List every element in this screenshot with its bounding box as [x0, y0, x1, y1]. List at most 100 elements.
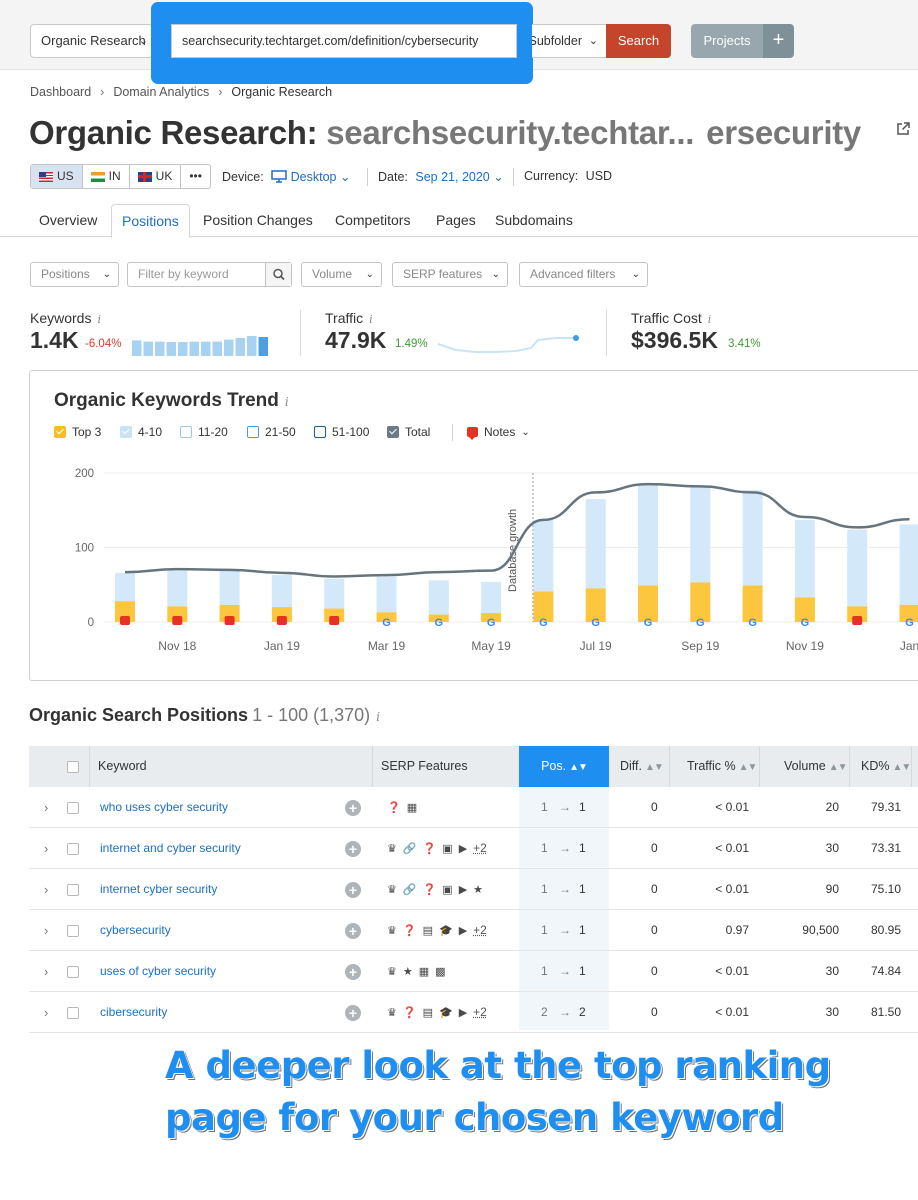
legend-11-20[interactable]: 11-20 [180, 425, 228, 439]
keyword-link[interactable]: internet and cyber security [100, 841, 241, 855]
more-countries-button[interactable]: ••• [181, 165, 210, 188]
note-marker[interactable] [224, 616, 235, 625]
serp-feature-icon[interactable]: ♛ [387, 925, 397, 937]
serp-feature-icon[interactable]: ♛ [387, 1007, 397, 1019]
add-keyword-button[interactable]: + [345, 828, 361, 869]
country-us[interactable]: US [31, 165, 83, 188]
row-checkbox[interactable] [67, 951, 79, 992]
serp-feature-icon[interactable]: ▶ [458, 1007, 468, 1019]
keyword-filter-input[interactable]: Filter by keyword [127, 262, 292, 287]
serp-feature-icon[interactable]: ♛ [387, 884, 397, 896]
expand-row-icon[interactable]: › [44, 800, 49, 815]
legend-total[interactable]: Total [387, 425, 430, 439]
legend-4-10[interactable]: 4-10 [120, 425, 162, 439]
info-icon[interactable]: i [369, 313, 373, 326]
row-checkbox[interactable] [67, 869, 79, 910]
device-filter[interactable]: Device: Desktop ⌄ [222, 169, 350, 184]
serp-feature-icon[interactable]: ▦ [418, 966, 430, 978]
tab-competitors[interactable]: Competitors [335, 212, 411, 228]
serp-feature-icon[interactable]: ♛ [387, 843, 397, 855]
note-marker[interactable] [276, 616, 287, 625]
serp-feature-icon[interactable]: ▦ [406, 802, 418, 814]
serp-feature-icon[interactable]: ▶ [458, 843, 468, 855]
serp-feature-icon[interactable]: ★ [473, 884, 484, 896]
row-checkbox[interactable] [67, 787, 79, 828]
legend-top3[interactable]: Top 3 [54, 425, 101, 439]
advanced-filters[interactable]: Advanced filters ⌄ [519, 262, 648, 287]
info-icon[interactable]: i [376, 710, 380, 724]
search-button[interactable]: Search [606, 24, 671, 58]
serp-feature-icon[interactable]: ▤ [422, 1007, 433, 1019]
legend-51-100[interactable]: 51-100 [314, 425, 369, 439]
serp-feature-icon[interactable]: ❓ [387, 802, 401, 814]
info-icon[interactable]: i [707, 313, 712, 326]
notes-dropdown[interactable]: Notes ⌄ [467, 425, 530, 440]
serp-feature-icon[interactable]: 🔗 [402, 843, 417, 855]
expand-row-icon[interactable]: › [44, 923, 49, 938]
domain-url-input[interactable]: searchsecurity.techtarget.com/definition… [171, 24, 517, 58]
volume-filter[interactable]: Volume ⌄ [301, 262, 382, 287]
google-update-marker[interactable]: G [801, 617, 810, 629]
header-serp-features[interactable]: SERP Features [381, 759, 468, 773]
header-volume[interactable]: Volume ▲▼ [784, 746, 847, 787]
external-link-icon[interactable] [896, 122, 910, 136]
header-keyword[interactable]: Keyword [98, 759, 147, 773]
tab-overview[interactable]: Overview [39, 212, 98, 228]
row-checkbox[interactable] [67, 910, 79, 951]
add-keyword-button[interactable]: + [345, 951, 361, 992]
tab-subdomains[interactable]: Subdomains [495, 212, 573, 228]
serp-feature-icon[interactable]: ❓ [422, 843, 437, 855]
serp-feature-icon[interactable]: ★ [402, 966, 413, 978]
google-update-marker[interactable]: G [591, 617, 600, 629]
google-update-marker[interactable]: G [905, 617, 914, 629]
google-update-marker[interactable]: G [696, 617, 705, 629]
more-serp-features-link[interactable]: +2 [473, 841, 487, 855]
header-traffic-percent[interactable]: Traffic % ▲▼ [687, 746, 757, 787]
note-marker[interactable] [329, 616, 340, 625]
google-update-marker[interactable]: G [435, 617, 444, 629]
google-update-marker[interactable]: G [539, 617, 548, 629]
country-in[interactable]: IN [83, 165, 130, 188]
tab-position-changes[interactable]: Position Changes [203, 212, 313, 228]
keyword-link[interactable]: cibersecurity [100, 1005, 168, 1019]
info-icon[interactable]: i [284, 395, 289, 409]
google-update-marker[interactable]: G [487, 617, 496, 629]
select-all-checkbox[interactable] [67, 746, 79, 787]
serp-feature-icon[interactable]: ▣ [442, 884, 453, 896]
serp-feature-icon[interactable]: 🔗 [402, 884, 417, 896]
country-uk[interactable]: UK [130, 165, 182, 188]
header-kd[interactable]: KD% ▲▼ [861, 746, 911, 787]
keyword-link[interactable]: uses of cyber security [100, 964, 217, 978]
keyword-link[interactable]: internet cyber security [100, 882, 218, 896]
note-marker[interactable] [852, 616, 863, 625]
note-marker[interactable] [172, 616, 183, 625]
google-update-marker[interactable]: G [382, 617, 391, 629]
serp-feature-icon[interactable]: 🎓 [438, 925, 453, 937]
header-diff[interactable]: Diff. ▲▼ [620, 746, 664, 787]
add-project-button[interactable]: + [763, 24, 794, 58]
google-update-marker[interactable]: G [644, 617, 653, 629]
serp-feature-icon[interactable]: ▶ [458, 884, 468, 896]
keyword-link[interactable]: who uses cyber security [100, 800, 229, 814]
scope-select[interactable]: Subfolder ⌄ [532, 24, 607, 58]
serp-feature-icon[interactable]: ▤ [422, 925, 433, 937]
more-serp-features-link[interactable]: +2 [473, 1005, 487, 1019]
legend-21-50[interactable]: 21-50 [247, 425, 296, 439]
keyword-filter-search-button[interactable] [265, 263, 291, 286]
expand-row-icon[interactable]: › [44, 841, 49, 856]
more-serp-features-link[interactable]: +2 [473, 923, 487, 937]
expand-row-icon[interactable]: › [44, 882, 49, 897]
add-keyword-button[interactable]: + [345, 910, 361, 951]
note-marker[interactable] [120, 616, 130, 625]
breadcrumb-domain-analytics[interactable]: Domain Analytics [113, 85, 210, 99]
serp-feature-icon[interactable]: 🎓 [438, 1007, 453, 1019]
serp-feature-icon[interactable]: ❓ [402, 1007, 417, 1019]
tab-positions[interactable]: Positions [111, 204, 190, 238]
database-select[interactable]: Organic Research ⌄ [30, 24, 153, 58]
serp-feature-icon[interactable]: ▣ [442, 843, 453, 855]
serp-features-filter[interactable]: SERP features ⌄ [392, 262, 508, 287]
serp-feature-icon[interactable]: ♛ [387, 966, 397, 978]
projects-button[interactable]: Projects [691, 24, 763, 58]
keyword-link[interactable]: cybersecurity [100, 923, 171, 937]
tab-pages[interactable]: Pages [436, 212, 476, 228]
